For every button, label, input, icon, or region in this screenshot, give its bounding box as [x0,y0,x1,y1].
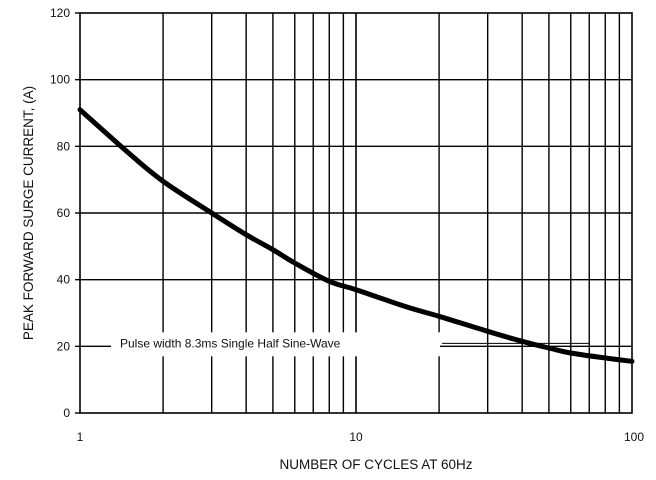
y-tick-label: 80 [57,139,71,153]
x-tick-label: 10 [349,430,363,444]
y-tick-label: 100 [50,73,70,87]
x-axis-label: NUMBER OF CYCLES AT 60Hz [279,457,472,472]
annotation-text: Pulse width 8.3ms Single Half Sine-Wave [120,336,341,350]
y-tick-label: 20 [57,339,71,353]
y-tick-labels: 0 20 40 60 80 100 120 [50,6,70,420]
y-tick-label: 40 [57,273,71,287]
y-tick-label: 120 [50,6,70,20]
y-axis-label: PEAK FORWARD SURGE CURRENT, (A) [21,86,36,340]
x-tick-label: 100 [624,430,644,444]
y-tick-label: 60 [57,206,71,220]
x-tick-labels: 1 10 100 [77,430,645,444]
y-tick-label: 0 [63,406,70,420]
x-tick-label: 1 [77,430,84,444]
